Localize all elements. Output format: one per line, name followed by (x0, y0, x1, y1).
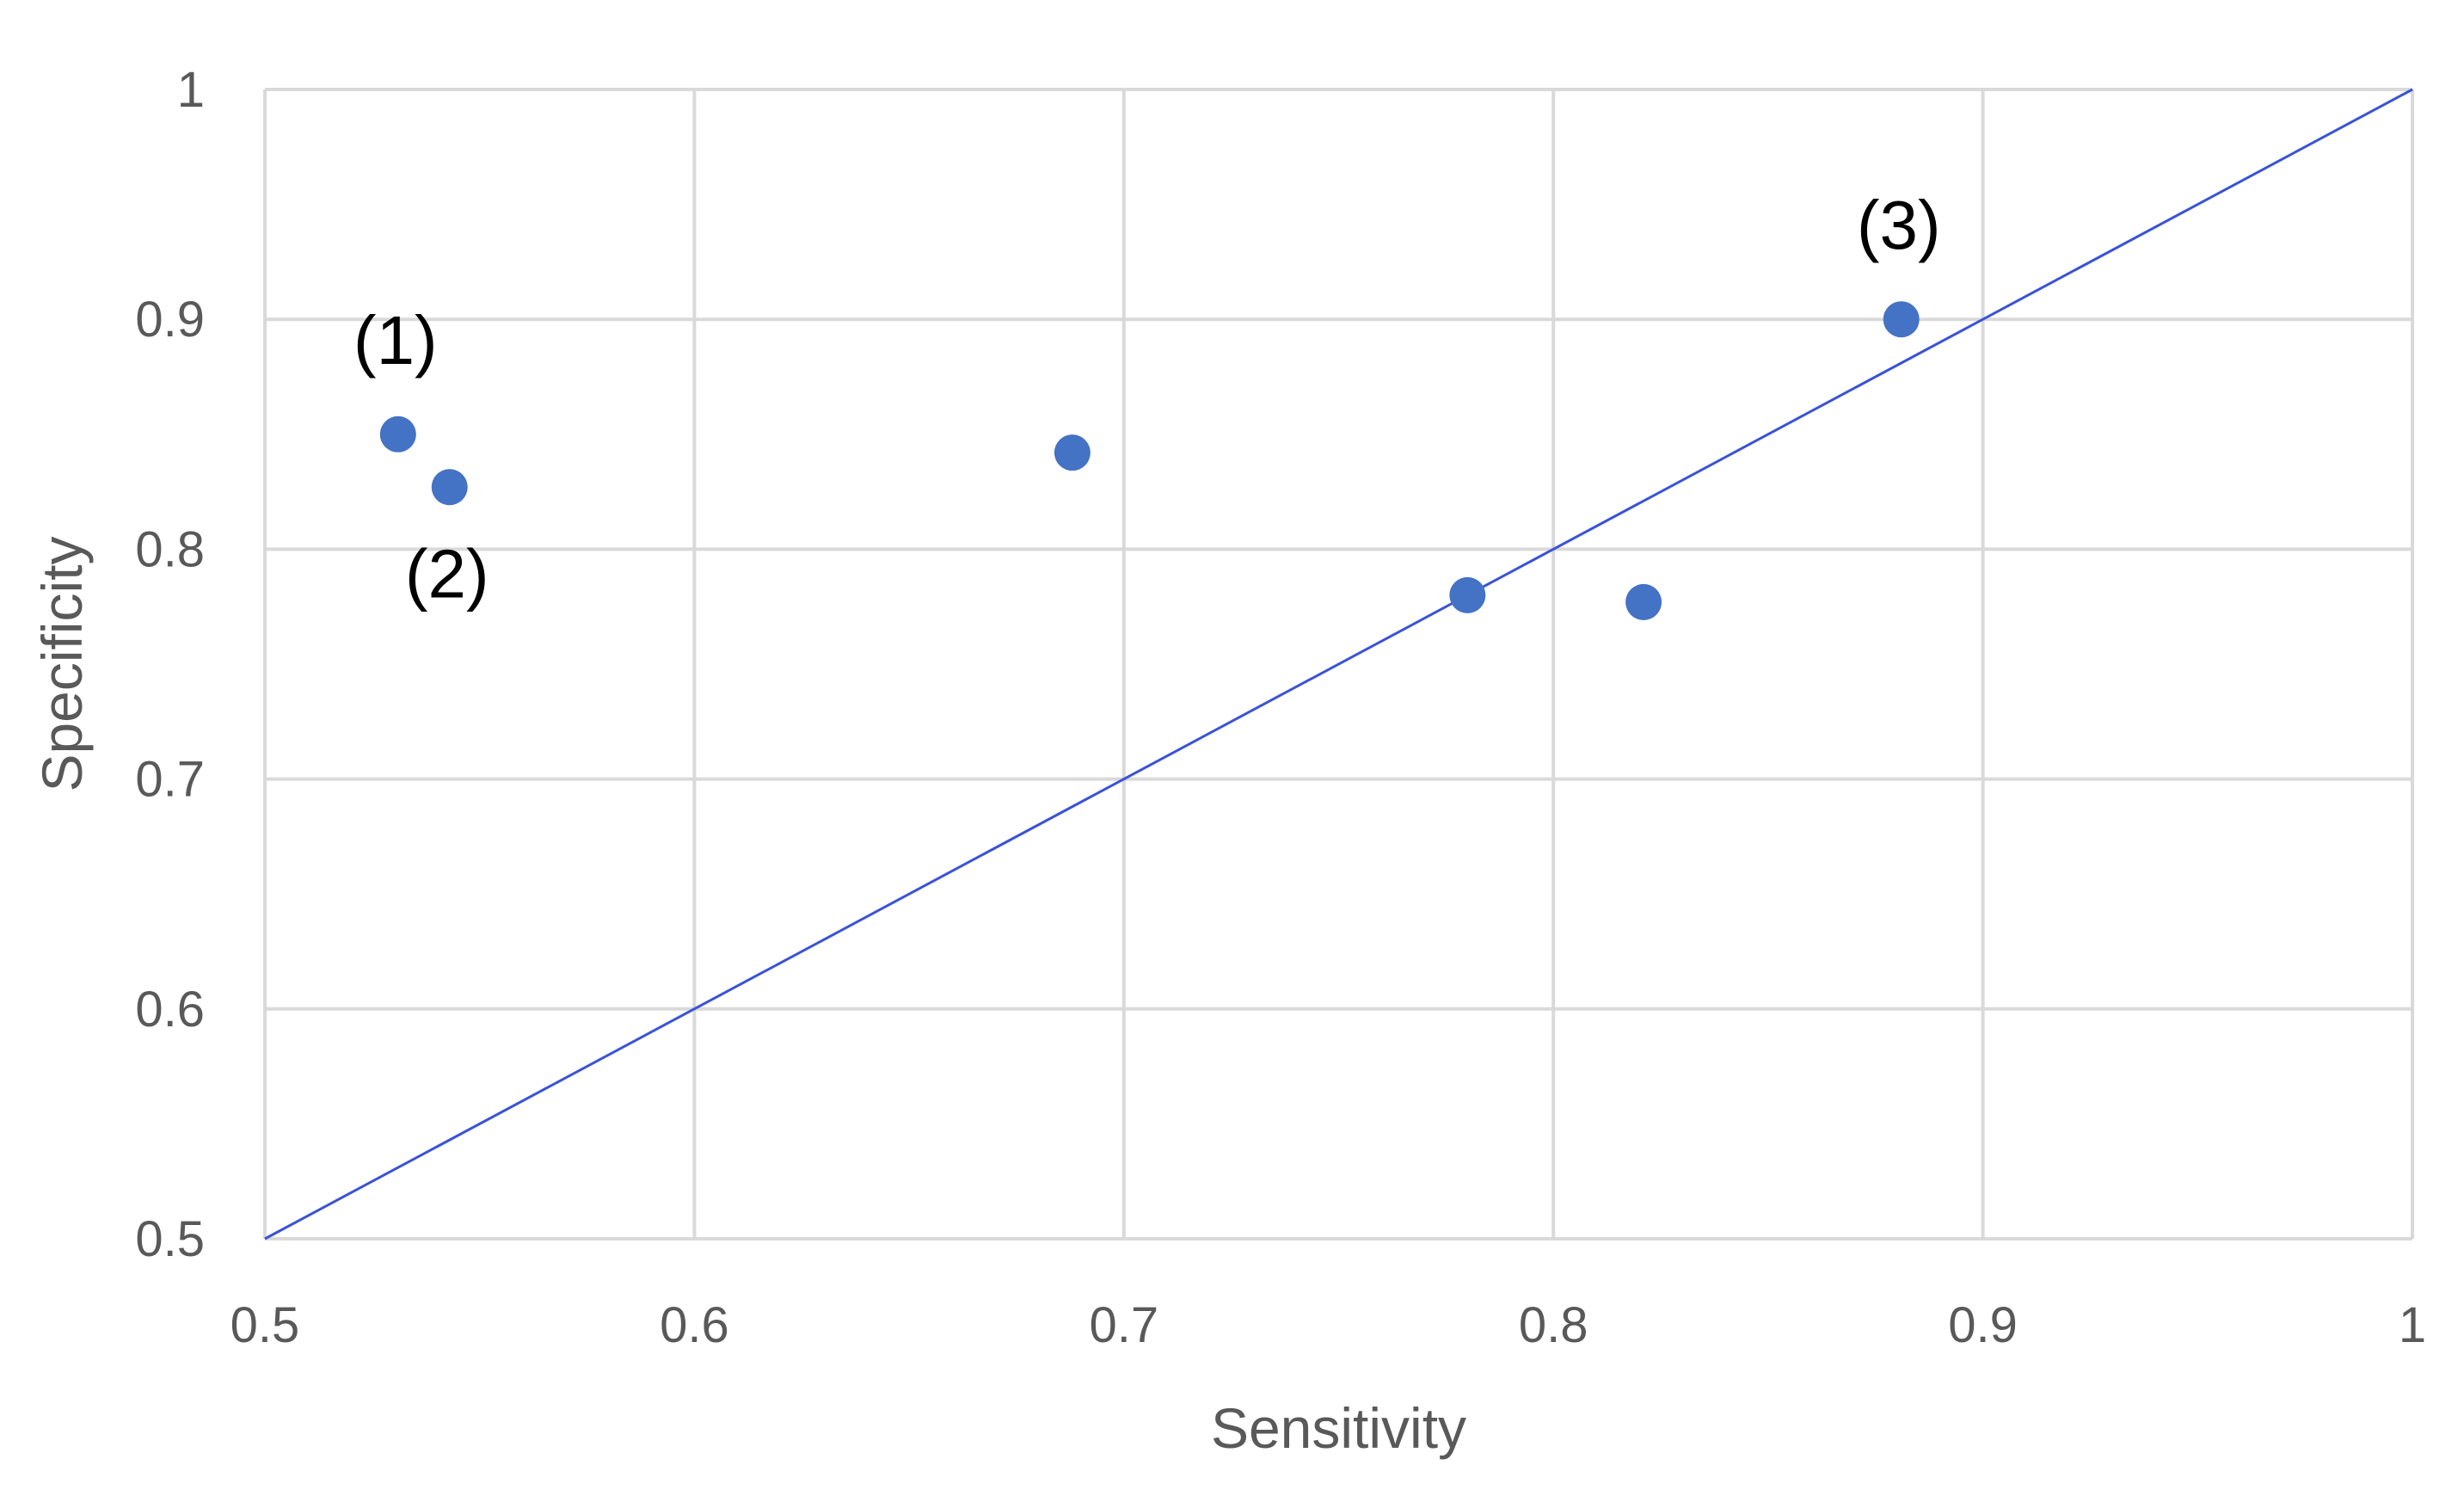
data-point (1883, 301, 1920, 338)
y-tick-label: 0.8 (135, 521, 205, 577)
y-axis-title: Specificity (30, 536, 94, 791)
x-tick-label: 1 (2399, 1297, 2426, 1353)
annotation-layer: (1) (2) (3) (353, 187, 1941, 612)
y-tick-label: 0.5 (135, 1211, 205, 1267)
x-tick-label: 0.6 (660, 1297, 729, 1353)
diagonal-reference-line (264, 88, 2413, 1241)
grid-layer (263, 88, 2414, 1241)
point-annotation: (2) (405, 535, 489, 612)
x-tick-label: 0.7 (1089, 1297, 1158, 1353)
y-tick-label: 1 (177, 62, 205, 118)
data-point (1054, 434, 1091, 471)
tick-label-layer: 0.5 0.6 0.7 0.8 0.9 1 0.5 0.6 0.7 0.8 0.9 1 (135, 62, 2426, 1353)
y-tick-label: 0.6 (135, 982, 205, 1037)
y-tick-label: 0.7 (135, 752, 205, 808)
point-annotation: (3) (1857, 187, 1941, 263)
reference-line-layer (264, 88, 2413, 1241)
data-point (379, 416, 416, 452)
x-tick-label: 0.9 (1948, 1297, 2018, 1353)
x-tick-label: 0.5 (230, 1297, 300, 1353)
data-point-layer (379, 301, 1920, 620)
data-point (1449, 576, 1486, 613)
data-point (431, 469, 468, 506)
point-annotation: (1) (353, 302, 438, 379)
data-point (1625, 583, 1662, 620)
y-tick-label: 0.9 (135, 292, 205, 348)
x-axis-title: Sensitivity (1211, 1396, 1466, 1460)
x-tick-label: 0.8 (1519, 1297, 1588, 1353)
